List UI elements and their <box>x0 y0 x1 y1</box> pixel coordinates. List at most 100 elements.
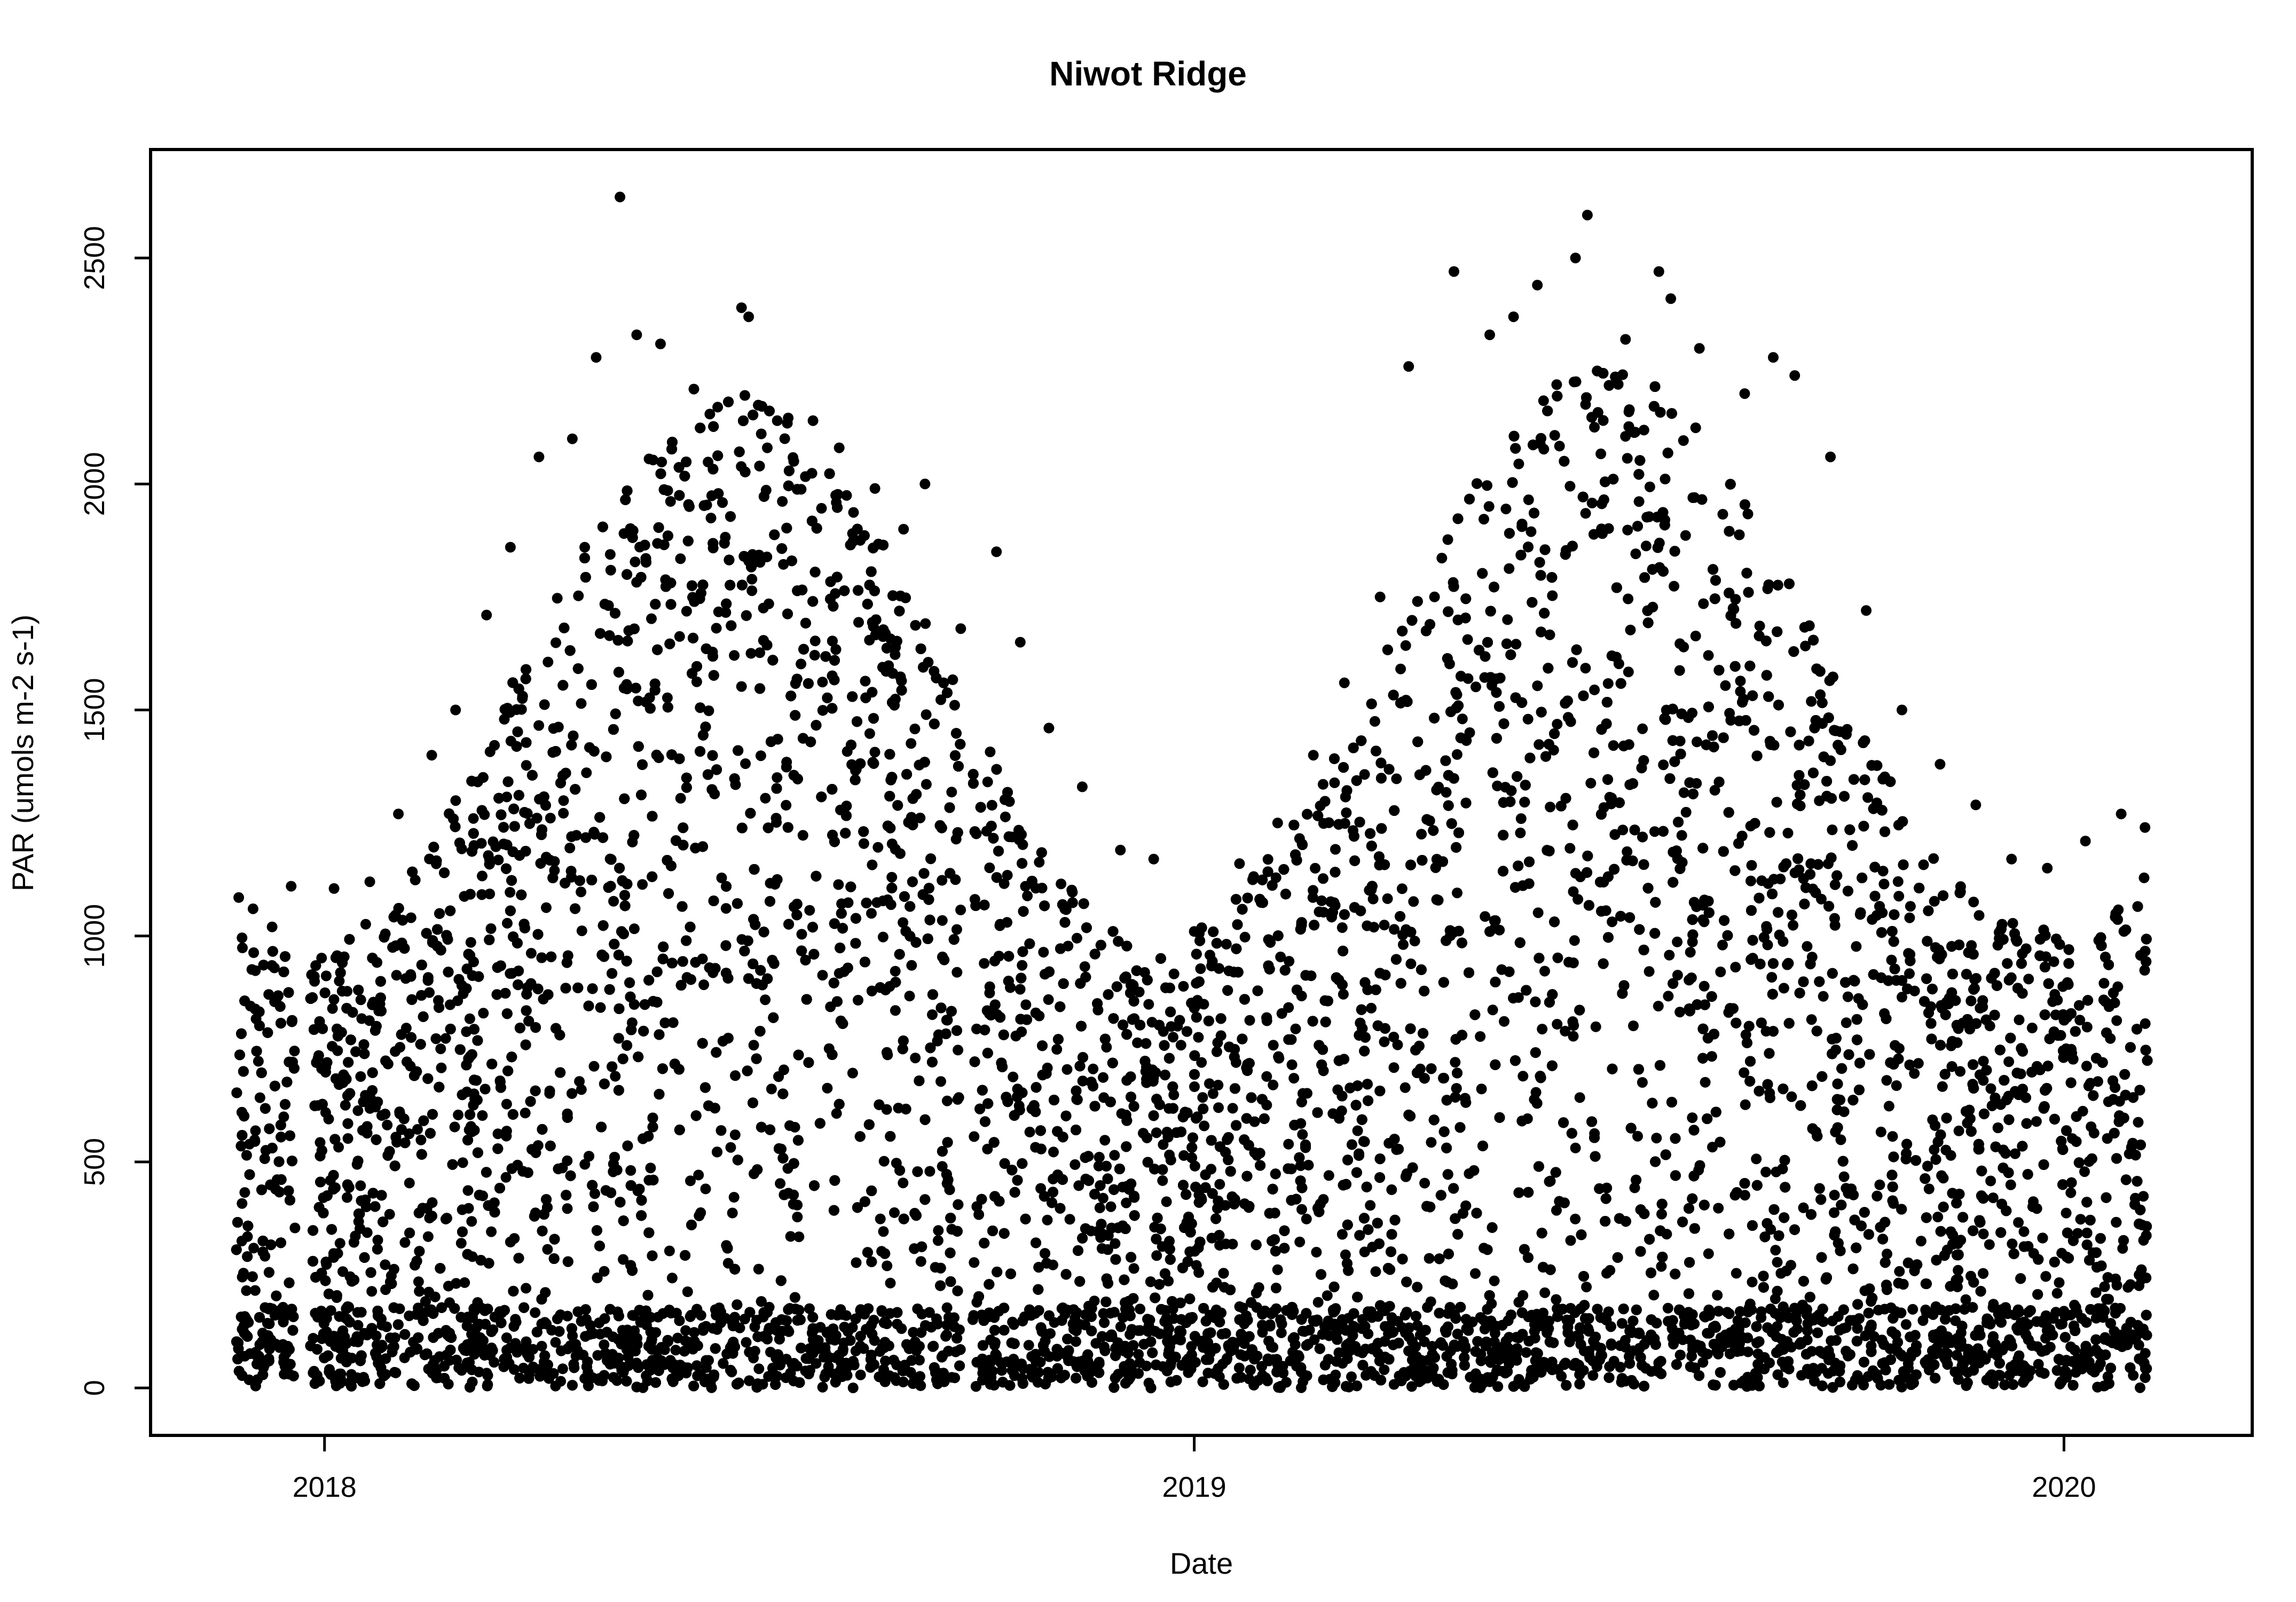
scatter-point <box>1740 1029 1751 1040</box>
scatter-point <box>1220 1238 1231 1250</box>
scatter-point <box>1971 973 1982 984</box>
scatter-point <box>1622 453 1633 464</box>
scatter-point <box>1717 939 1728 951</box>
scatter-point <box>1700 1077 1711 1088</box>
scatter-point <box>781 799 792 811</box>
scatter-point <box>1632 1130 1643 1142</box>
scatter-point <box>1098 1072 1108 1083</box>
scatter-point <box>1301 1213 1312 1224</box>
scatter-point <box>727 1207 738 1219</box>
scatter-point <box>1923 1183 1935 1195</box>
scatter-point <box>466 1216 477 1227</box>
scatter-point <box>1105 1201 1116 1212</box>
scatter-point <box>777 496 788 507</box>
scatter-point <box>853 995 863 1006</box>
scatter-point <box>1523 494 1534 505</box>
scatter-point <box>848 507 859 518</box>
scatter-point <box>2075 1214 2086 1225</box>
scatter-point <box>1574 1092 1585 1103</box>
scatter-point <box>1756 875 1767 886</box>
scatter-point <box>691 676 702 687</box>
scatter-point <box>921 709 932 720</box>
scatter-point <box>289 1046 300 1057</box>
scatter-point <box>843 897 854 908</box>
scatter-point <box>1392 1039 1403 1050</box>
scatter-point <box>453 1109 464 1120</box>
scatter-point <box>2003 1056 2015 1067</box>
scatter-point <box>1690 422 1701 434</box>
scatter-point <box>1552 719 1563 730</box>
scatter-point <box>241 1285 252 1296</box>
scatter-point <box>923 657 934 668</box>
scatter-point <box>489 1357 500 1368</box>
scatter-point <box>877 931 888 943</box>
scatter-point <box>1962 1377 1973 1388</box>
scatter-point <box>648 454 659 466</box>
scatter-point <box>1399 1309 1411 1321</box>
scatter-point <box>520 1108 531 1119</box>
scatter-point <box>588 1061 600 1072</box>
scatter-point <box>415 1134 427 1145</box>
scatter-point <box>548 723 559 734</box>
scatter-point <box>604 549 616 560</box>
scatter-point <box>937 915 948 926</box>
scatter-point <box>1526 526 1537 537</box>
scatter-point <box>450 795 461 806</box>
scatter-point <box>1239 931 1251 943</box>
scatter-point <box>1311 1246 1322 1258</box>
scatter-point <box>2054 1277 2065 1288</box>
scatter-point <box>1283 1138 1294 1150</box>
scatter-point <box>1690 631 1701 641</box>
scatter-point <box>1806 1014 1817 1025</box>
scatter-point <box>2013 1217 2024 1228</box>
scatter-point <box>1389 924 1400 935</box>
scatter-point <box>680 1325 691 1336</box>
scatter-point <box>1501 638 1512 649</box>
scatter-point <box>1588 529 1599 540</box>
scatter-point <box>1470 1268 1481 1279</box>
scatter-point <box>1560 1026 1571 1036</box>
scatter-point <box>1073 1180 1084 1191</box>
scatter-point <box>1165 1155 1176 1166</box>
scatter-point <box>941 1095 953 1106</box>
scatter-point <box>502 917 513 929</box>
scatter-point <box>1388 1062 1399 1073</box>
scatter-point <box>355 1180 366 1191</box>
scatter-point <box>1720 680 1731 691</box>
scatter-point <box>576 886 587 898</box>
scatter-point <box>1189 1081 1200 1092</box>
scatter-point <box>1842 991 1853 1002</box>
scatter-point <box>979 958 990 969</box>
scatter-point <box>1897 992 1907 1003</box>
scatter-point <box>1397 929 1408 940</box>
scatter-point <box>1468 1165 1480 1176</box>
scatter-point <box>1070 1159 1081 1170</box>
scatter-point <box>501 1332 512 1344</box>
scatter-point <box>1552 1019 1563 1030</box>
scatter-point <box>1751 1153 1762 1165</box>
scatter-point <box>1913 1058 1924 1069</box>
scatter-point <box>2048 956 2059 967</box>
scatter-point <box>1551 1294 1562 1305</box>
scatter-point <box>242 1231 253 1242</box>
scatter-point <box>557 1363 568 1375</box>
scatter-point <box>457 1157 468 1168</box>
scatter-point <box>753 1263 764 1275</box>
scatter-point <box>736 681 747 692</box>
scatter-point <box>1760 1166 1772 1177</box>
scatter-point <box>1887 1131 1898 1142</box>
scatter-point <box>1881 1075 1892 1086</box>
scatter-point <box>1015 984 1026 995</box>
scatter-point <box>1093 1160 1104 1172</box>
scatter-point <box>1672 936 1683 947</box>
scatter-point <box>867 859 878 870</box>
scatter-point <box>969 1131 980 1142</box>
scatter-point <box>1973 910 1985 921</box>
scatter-point <box>1340 1249 1351 1260</box>
scatter-point <box>763 598 774 609</box>
scatter-point <box>1406 1381 1417 1392</box>
scatter-point <box>610 1071 621 1082</box>
scatter-point <box>253 1056 264 1067</box>
scatter-point <box>1829 1207 1839 1218</box>
scatter-point <box>914 1355 925 1366</box>
